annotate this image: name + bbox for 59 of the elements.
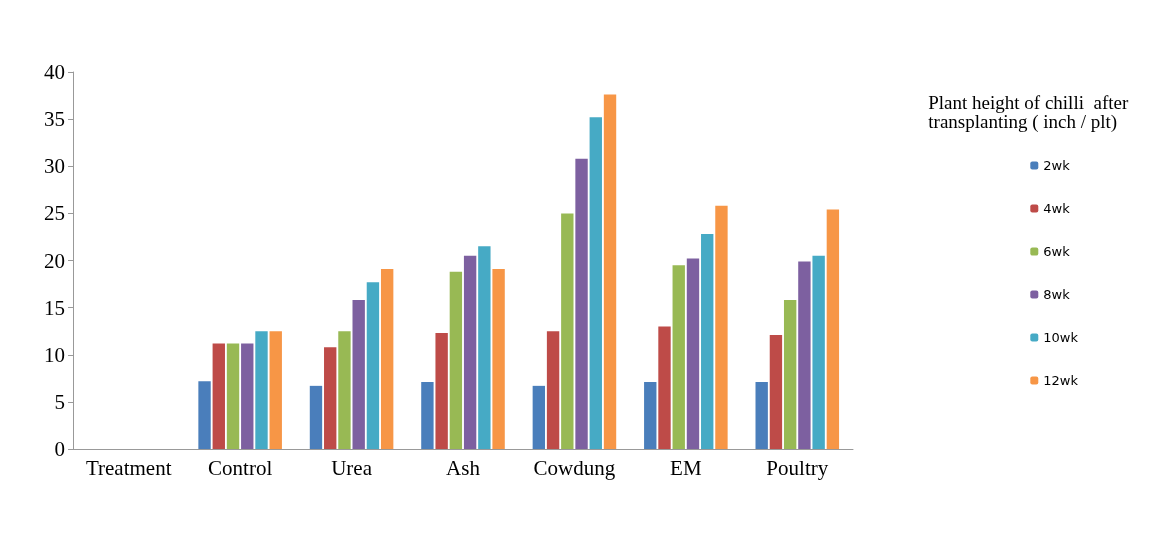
- bar: [492, 268, 505, 449]
- bar: [589, 117, 602, 449]
- bar: [478, 246, 491, 449]
- y-tick-label: 15: [44, 295, 65, 320]
- x-tick-label: Ash: [446, 455, 481, 480]
- text: Plant height of chilli after transplanting ( inch / plt): [928, 92, 1134, 133]
- bar: [463, 255, 477, 449]
- x-tick-label: Control: [208, 455, 273, 480]
- bar: [449, 271, 463, 449]
- bar: [658, 326, 671, 449]
- bar: [212, 343, 225, 449]
- bar: [672, 265, 685, 449]
- bar: [338, 331, 351, 449]
- legend-label: 6wk: [1043, 244, 1071, 259]
- x-tick-label: EM: [670, 455, 702, 480]
- bar: [575, 158, 588, 449]
- bar: [421, 382, 434, 449]
- bar: [603, 94, 617, 449]
- legend-label: 8wk: [1043, 287, 1071, 302]
- bar: [769, 334, 783, 449]
- bar: [435, 333, 448, 449]
- y-tick-label: 5: [54, 389, 65, 414]
- y-tick-label: 40: [44, 60, 65, 84]
- x-tick-label: Poultry: [766, 455, 829, 480]
- bar: [755, 382, 768, 449]
- legend-label: 4wk: [1043, 201, 1071, 216]
- bar: [561, 213, 574, 449]
- bar: [715, 205, 728, 449]
- y-tick-label: 10: [44, 342, 65, 367]
- legend-label: 12wk: [1043, 373, 1079, 388]
- legend-label: 10wk: [1043, 330, 1079, 345]
- bar: [644, 382, 657, 449]
- bar: [701, 234, 714, 449]
- bar: [255, 331, 268, 449]
- bar: [269, 331, 282, 449]
- y-tick-label: 0: [54, 437, 65, 461]
- bar: [686, 258, 700, 449]
- bar: [366, 282, 380, 449]
- x-tick-label: Treatment: [85, 455, 172, 480]
- bar: [309, 385, 323, 449]
- bar: [826, 209, 840, 449]
- bar: [798, 261, 811, 449]
- bar: [198, 381, 211, 449]
- bar: [324, 347, 337, 449]
- y-tick-label: 35: [44, 107, 65, 132]
- bar: [241, 343, 254, 449]
- bar: [380, 268, 394, 449]
- bar: [546, 331, 560, 449]
- bar: [783, 300, 797, 449]
- bar: [226, 343, 240, 449]
- y-tick-label: 25: [44, 201, 65, 226]
- legend-label: 2wk: [1043, 158, 1071, 173]
- bar: [352, 300, 365, 449]
- y-tick-label: 30: [44, 154, 65, 179]
- bar: [532, 385, 546, 449]
- x-tick-label: Urea: [331, 455, 373, 480]
- x-tick-label: Cowdung: [533, 455, 616, 480]
- bar: [812, 255, 825, 449]
- y-tick-label: 20: [44, 248, 65, 273]
